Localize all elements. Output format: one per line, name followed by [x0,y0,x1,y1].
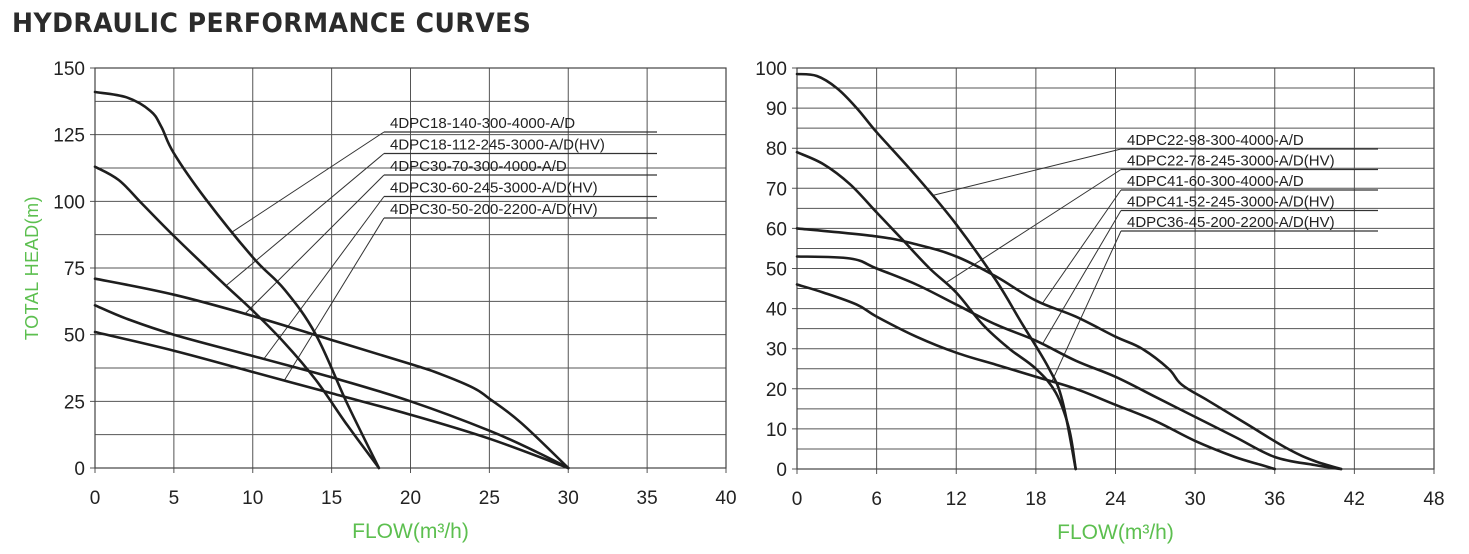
series-curve [795,150,1077,471]
y-tick-label: 60 [766,219,787,240]
series-curve [795,227,1343,471]
legend-leader-line [244,174,385,315]
y-tick-label: 50 [64,326,85,347]
legend-leader-line [1042,189,1122,304]
x-tick-label: 6 [871,489,882,510]
y-tick-label: 0 [776,460,787,481]
legend-leader-line [1051,230,1122,382]
x-tick-label: 42 [1344,489,1365,510]
x-tick-label: 0 [792,489,803,510]
y-tick-label: 0 [74,459,85,480]
y-tick-label: 75 [64,259,85,280]
x-axis-label: FLOW(m³/h) [1057,521,1174,544]
y-tick-label: 80 [766,139,787,160]
series-curve [795,72,1077,471]
legend-leader-line [945,169,1122,284]
x-tick-label: 12 [946,489,967,510]
plot-frame [796,67,1435,470]
legend-leader-line [231,131,385,233]
y-tick-label: 20 [766,380,787,401]
legend-label: 4DPC30-70-300-4000-A/D [390,158,567,175]
legend-leader-line [932,148,1122,197]
x-tick-label: 30 [558,488,579,509]
plot-frame [94,67,727,469]
y-tick-label: 100 [53,192,85,213]
series-curve [93,165,381,470]
x-tick-label: 40 [715,488,736,509]
y-tick-label: 125 [53,126,85,147]
legend-label: 4DPC41-60-300-4000-A/D [1127,173,1304,190]
legend-leader-line [283,217,385,381]
y-tick-label: 40 [766,300,787,321]
x-tick-label: 35 [637,488,658,509]
y-tick-label: 30 [766,340,787,361]
y-tick-label: 10 [766,420,787,441]
x-tick-label: 18 [1025,489,1046,510]
legend-leader-line [263,196,385,360]
legend-leader-line [1042,210,1122,345]
series-curve [93,330,570,470]
legend-label: 4DPC22-98-300-4000-A/D [1127,132,1304,149]
series-curve [795,255,1343,471]
page-title: HYDRAULIC PERFORMANCE CURVES [12,8,532,39]
x-axis-label: FLOW(m³/h) [352,520,469,543]
y-tick-label: 70 [766,179,787,200]
x-tick-label: 0 [90,488,101,509]
x-tick-label: 10 [242,488,263,509]
x-tick-label: 5 [169,488,180,509]
legend-label: 4DPC36-45-200-2200-A/D(HV) [1127,214,1335,231]
series-curve [93,277,570,470]
x-tick-label: 25 [479,488,500,509]
x-tick-label: 48 [1423,489,1444,510]
x-tick-label: 15 [321,488,342,509]
legend-label: 4DPC18-112-245-3000-A/D(HV) [390,137,605,154]
y-axis-label: TOTAL HEAD(m) [22,196,42,340]
x-tick-label: 30 [1185,489,1206,510]
series-curve [795,283,1277,471]
series-curve [93,90,381,470]
legend-label: 4DPC41-52-245-3000-A/D(HV) [1127,194,1335,211]
y-tick-label: 25 [64,392,85,413]
x-tick-label: 20 [400,488,421,509]
x-tick-label: 36 [1264,489,1285,510]
y-tick-label: 100 [755,59,787,80]
legend-label: 4DPC22-78-245-3000-A/D(HV) [1127,153,1335,170]
legend-leader-line [225,153,385,287]
legend-label: 4DPC30-60-245-3000-A/D(HV) [390,180,598,197]
series-curve [93,304,570,470]
legend-label: 4DPC30-50-200-2200-A/D(HV) [390,201,598,218]
y-tick-label: 90 [766,99,787,120]
y-tick-label: 50 [766,260,787,281]
y-tick-label: 150 [53,59,85,80]
legend-label: 4DPC18-140-300-4000-A/D [390,115,575,132]
x-tick-label: 24 [1105,489,1127,510]
